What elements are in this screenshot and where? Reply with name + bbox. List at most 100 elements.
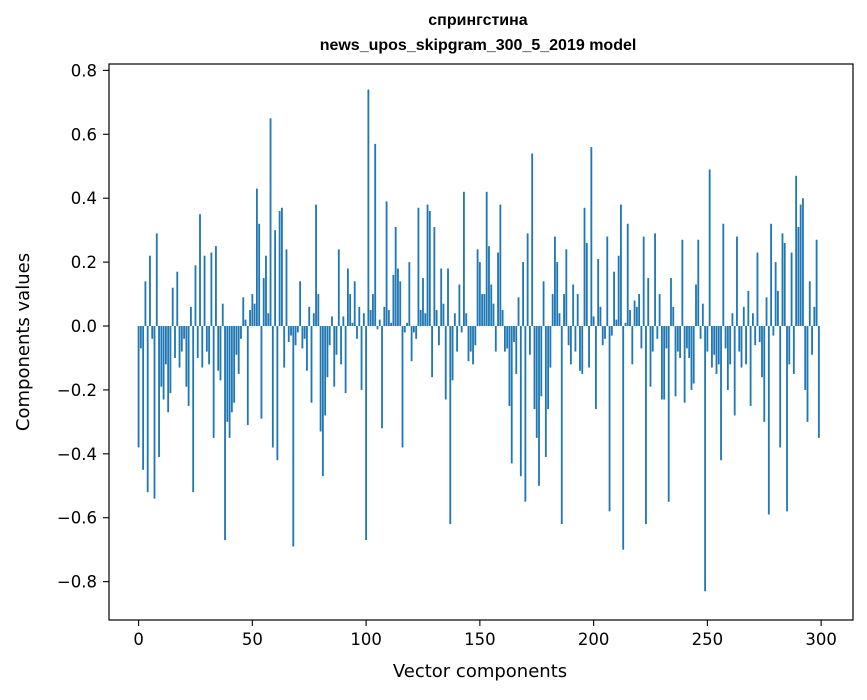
bar — [647, 278, 650, 327]
bar — [351, 322, 354, 327]
bar — [706, 326, 709, 352]
bar — [321, 326, 324, 477]
bar — [301, 326, 304, 349]
bar — [519, 326, 522, 477]
chart-title: спрингстина — [428, 12, 528, 29]
bar — [469, 326, 472, 352]
bar — [349, 294, 352, 327]
bar — [219, 326, 222, 381]
bar — [792, 326, 795, 374]
bar — [722, 223, 725, 327]
bar — [526, 233, 529, 327]
bar — [428, 210, 431, 327]
bar — [340, 326, 342, 365]
bar — [228, 326, 231, 438]
bar — [563, 294, 565, 327]
bar — [704, 326, 707, 592]
bar — [551, 294, 554, 327]
bar — [497, 252, 499, 327]
y-tick-label: 0.0 — [71, 317, 97, 336]
bar — [226, 326, 229, 422]
bar — [731, 313, 734, 327]
bar — [408, 262, 411, 327]
bar — [155, 233, 158, 327]
bar — [667, 326, 670, 502]
bar — [242, 297, 245, 327]
bar — [777, 290, 779, 327]
bar — [717, 326, 720, 365]
x-axis-label: Vector components — [393, 661, 567, 682]
bar — [317, 294, 320, 327]
bar — [499, 204, 502, 327]
x-tick-label: 100 — [350, 630, 382, 649]
bar — [765, 297, 768, 327]
bar — [224, 326, 226, 541]
bar — [265, 255, 267, 327]
bar — [383, 306, 386, 327]
bar — [378, 319, 381, 327]
y-tick-label: 0.4 — [71, 189, 97, 208]
bar — [795, 175, 798, 327]
bar — [767, 326, 770, 515]
bar — [633, 300, 636, 327]
bar — [271, 326, 274, 448]
bar — [190, 306, 192, 327]
bar — [356, 326, 358, 339]
bar — [672, 306, 675, 327]
bar — [665, 326, 668, 349]
bar — [547, 326, 550, 410]
bar — [542, 281, 545, 327]
bar — [556, 262, 559, 327]
bar — [631, 326, 634, 365]
bar — [745, 326, 747, 365]
bar — [160, 326, 163, 387]
bar — [635, 306, 638, 327]
bar — [310, 326, 313, 403]
bar — [215, 246, 217, 327]
bar — [399, 281, 402, 327]
bar — [604, 326, 606, 339]
bar — [649, 326, 652, 387]
bar — [813, 306, 816, 327]
bar — [474, 326, 477, 346]
bar — [258, 223, 261, 327]
bar — [192, 326, 195, 493]
bar — [367, 89, 370, 327]
bar — [581, 326, 584, 374]
bar — [335, 326, 338, 355]
bar — [158, 326, 160, 458]
x-tick-label: 150 — [464, 630, 496, 649]
bar — [180, 326, 183, 352]
bar — [406, 322, 408, 327]
bar — [240, 326, 242, 339]
bar — [267, 313, 270, 327]
bar — [538, 326, 540, 486]
bar — [756, 252, 759, 327]
bar — [333, 326, 336, 387]
bar — [442, 303, 445, 327]
bar — [167, 326, 170, 413]
bar — [444, 326, 447, 400]
y-axis: 0.8 0.6 0.4 0.2 0.0 −0.2 −0.4 −0.6 −0.8 — [57, 61, 109, 592]
bar — [278, 210, 281, 327]
bar — [533, 326, 536, 410]
bar — [142, 326, 145, 470]
bar — [419, 310, 422, 327]
bar — [358, 306, 361, 327]
bar — [549, 326, 552, 368]
bar — [506, 326, 509, 349]
bar — [262, 278, 265, 327]
bar — [772, 326, 775, 336]
bar — [683, 326, 686, 403]
bar — [294, 326, 297, 346]
y-tick-label: 0.8 — [71, 61, 97, 80]
bar — [788, 326, 791, 365]
bar — [733, 326, 736, 416]
bar — [601, 326, 604, 346]
bar — [137, 326, 140, 448]
bar — [531, 153, 534, 327]
bar — [808, 281, 811, 327]
bar — [281, 207, 283, 327]
bar — [708, 169, 711, 327]
